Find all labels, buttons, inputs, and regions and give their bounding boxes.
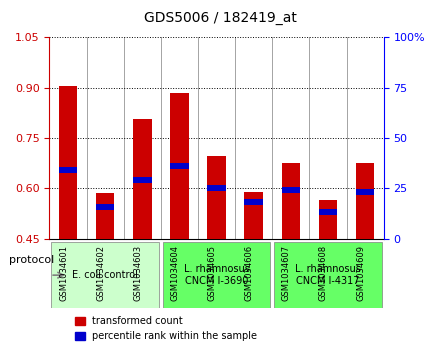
Text: GSM1034609: GSM1034609 — [356, 245, 365, 301]
Bar — [96, 204, 114, 210]
Text: GSM1034603: GSM1034603 — [133, 245, 142, 301]
Text: GSM1034602: GSM1034602 — [96, 245, 105, 301]
FancyBboxPatch shape — [163, 242, 271, 307]
Text: GSM1034608: GSM1034608 — [319, 245, 328, 301]
Text: GSM1034605: GSM1034605 — [208, 245, 216, 301]
Text: protocol: protocol — [9, 254, 54, 265]
Text: GSM1034604: GSM1034604 — [170, 245, 180, 301]
Text: GSM1034607: GSM1034607 — [282, 245, 291, 301]
Bar — [207, 185, 226, 191]
Bar — [282, 163, 300, 238]
Bar — [207, 156, 226, 238]
Bar — [133, 119, 152, 238]
Text: L. rhamnosus
CNCM I-4317: L. rhamnosus CNCM I-4317 — [295, 264, 361, 286]
Text: GDS5006 / 182419_at: GDS5006 / 182419_at — [143, 11, 297, 25]
Bar — [356, 188, 374, 195]
Bar — [319, 200, 337, 238]
Bar — [244, 192, 263, 238]
Bar — [170, 93, 189, 238]
Text: GSM1034601: GSM1034601 — [59, 245, 68, 301]
Bar — [133, 177, 152, 183]
Bar — [319, 209, 337, 215]
Text: E. coli control: E. coli control — [72, 270, 138, 280]
Bar — [59, 86, 77, 238]
Bar — [96, 193, 114, 238]
Bar — [244, 199, 263, 205]
Bar — [59, 167, 77, 173]
FancyBboxPatch shape — [51, 242, 159, 307]
Bar — [282, 187, 300, 193]
Text: L. rhamnosus
CNCM I-3690: L. rhamnosus CNCM I-3690 — [183, 264, 249, 286]
Legend: transformed count, percentile rank within the sample: transformed count, percentile rank withi… — [71, 313, 261, 345]
Bar — [356, 163, 374, 238]
Bar — [170, 163, 189, 170]
FancyBboxPatch shape — [274, 242, 382, 307]
Text: GSM1034606: GSM1034606 — [245, 245, 254, 301]
